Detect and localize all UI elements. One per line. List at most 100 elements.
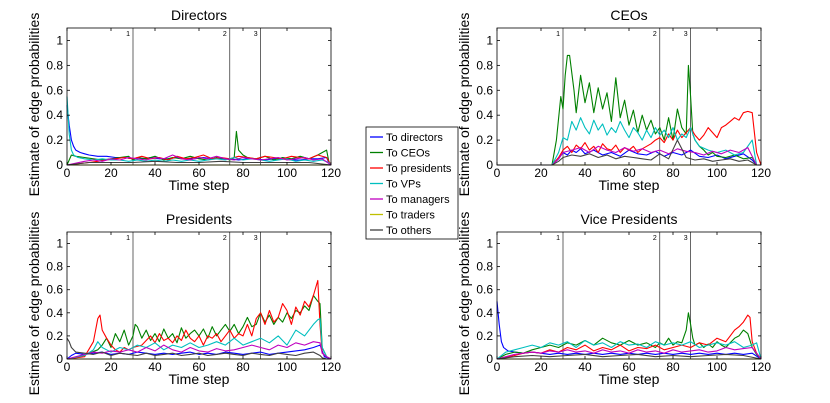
x-tick-label: 0 (494, 360, 501, 374)
x-tick-label: 40 (148, 166, 162, 180)
y-tick-label: 0.4 (46, 306, 63, 320)
y-tick-label: 0 (56, 352, 63, 366)
axes-frame (66, 231, 332, 360)
x-tick-label: 120 (751, 360, 771, 374)
x-tick-label: 20 (104, 360, 118, 374)
panel-title: Directors (171, 7, 227, 23)
y-tick-label: 0.8 (46, 260, 63, 274)
y-tick-label: 0.4 (476, 306, 493, 320)
legend-to-managers-label: To managers (386, 194, 450, 206)
event-label: 2 (223, 235, 227, 242)
y-tick-label: 0.2 (476, 329, 493, 343)
x-tick-label: 0 (64, 166, 71, 180)
y-tick-label: 0 (486, 158, 493, 172)
series-line-to-vps (497, 117, 761, 166)
y-tick-label: 0.8 (46, 58, 63, 72)
x-tick-label: 60 (622, 360, 636, 374)
x-tick-label: 60 (192, 360, 206, 374)
series-line-to-presidents (66, 279, 332, 360)
axes-frame (496, 27, 762, 166)
series-line-to-managers (496, 346, 762, 360)
x-tick-label: 40 (578, 166, 592, 180)
y-axis-label: Estimate of edge probabilities (26, 212, 42, 396)
panel-title: Presidents (166, 211, 232, 227)
x-tick-label: 60 (192, 166, 206, 180)
series-line-to-ceos (497, 54, 761, 166)
y-tick-label: 0 (56, 158, 63, 172)
series-line-to-managers (66, 341, 332, 360)
legend-to-vps-label: To VPs (386, 179, 421, 191)
event-label: 2 (653, 235, 657, 242)
y-tick-label: 1 (486, 33, 493, 47)
x-axis-label: Time step (599, 371, 660, 387)
event-label: 3 (254, 235, 258, 242)
x-tick-label: 20 (534, 360, 548, 374)
x-tick-label: 80 (236, 166, 250, 180)
event-label: 1 (126, 31, 130, 38)
x-tick-label: 20 (534, 166, 548, 180)
legend-to-ceos-label: To CEOs (386, 148, 431, 160)
x-axis-label: Time step (169, 177, 230, 193)
series-line-to-presidents (66, 154, 332, 166)
event-label: 3 (254, 31, 258, 38)
x-tick-label: 40 (148, 360, 162, 374)
x-tick-label: 120 (751, 166, 771, 180)
series-line-to-vps (66, 96, 332, 166)
y-axis-label: Estimate of edge probabilities (26, 13, 42, 197)
y-tick-label: 0.8 (476, 260, 493, 274)
legend-to-presidents-label: To presidents (386, 163, 452, 175)
x-tick-label: 20 (104, 166, 118, 180)
y-tick-label: 0.6 (46, 83, 63, 97)
y-tick-label: 0.2 (46, 133, 63, 147)
legend-to-traders-label: To traders (386, 210, 435, 222)
y-tick-label: 1 (56, 33, 63, 47)
x-tick-label: 0 (494, 166, 501, 180)
y-tick-label: 0.2 (46, 329, 63, 343)
y-tick-label: 1 (486, 237, 493, 251)
x-tick-label: 80 (666, 166, 680, 180)
y-axis-label: Estimate of edge probabilities (456, 212, 472, 396)
y-tick-label: 0.4 (46, 108, 63, 122)
y-tick-label: 0.4 (476, 108, 493, 122)
event-label: 1 (556, 31, 560, 38)
y-tick-label: 0.6 (46, 283, 63, 297)
y-tick-label: 0.6 (476, 83, 493, 97)
y-axis-label: Estimate of edge probabilities (456, 13, 472, 197)
x-tick-label: 80 (666, 360, 680, 374)
x-tick-label: 120 (321, 360, 341, 374)
x-tick-label: 100 (277, 166, 297, 180)
x-tick-label: 100 (707, 360, 727, 374)
axes-frame (66, 27, 332, 166)
series-line-to-presidents (497, 110, 762, 166)
series-line-to-managers (497, 145, 761, 166)
panel-title: Vice Presidents (580, 211, 677, 227)
event-label: 3 (684, 235, 688, 242)
event-label: 1 (126, 235, 130, 242)
x-axis-label: Time step (169, 371, 230, 387)
series-line-to-ceos (66, 294, 332, 360)
series-line-to-others (497, 139, 761, 166)
x-tick-label: 40 (578, 360, 592, 374)
event-label: 2 (223, 31, 227, 38)
y-tick-label: 0.6 (476, 283, 493, 297)
y-tick-label: 0.2 (476, 133, 493, 147)
x-tick-label: 60 (622, 166, 636, 180)
event-label: 3 (684, 31, 688, 38)
x-tick-label: 120 (321, 166, 341, 180)
y-tick-label: 0 (486, 352, 493, 366)
x-tick-label: 100 (707, 166, 727, 180)
panel-title: CEOs (610, 7, 647, 23)
event-label: 1 (556, 235, 560, 242)
series-line-to-ceos (496, 312, 762, 360)
x-axis-label: Time step (599, 177, 660, 193)
series-line-to-others (66, 337, 331, 360)
y-tick-label: 1 (56, 237, 63, 251)
x-tick-label: 100 (277, 360, 297, 374)
series-line-to-managers (66, 154, 332, 166)
legend-to-directors-label: To directors (386, 132, 443, 144)
y-tick-label: 0.8 (476, 58, 493, 72)
legend-to-others-label: To others (386, 225, 432, 237)
series-line-to-vps (496, 339, 762, 360)
event-label: 2 (653, 31, 657, 38)
